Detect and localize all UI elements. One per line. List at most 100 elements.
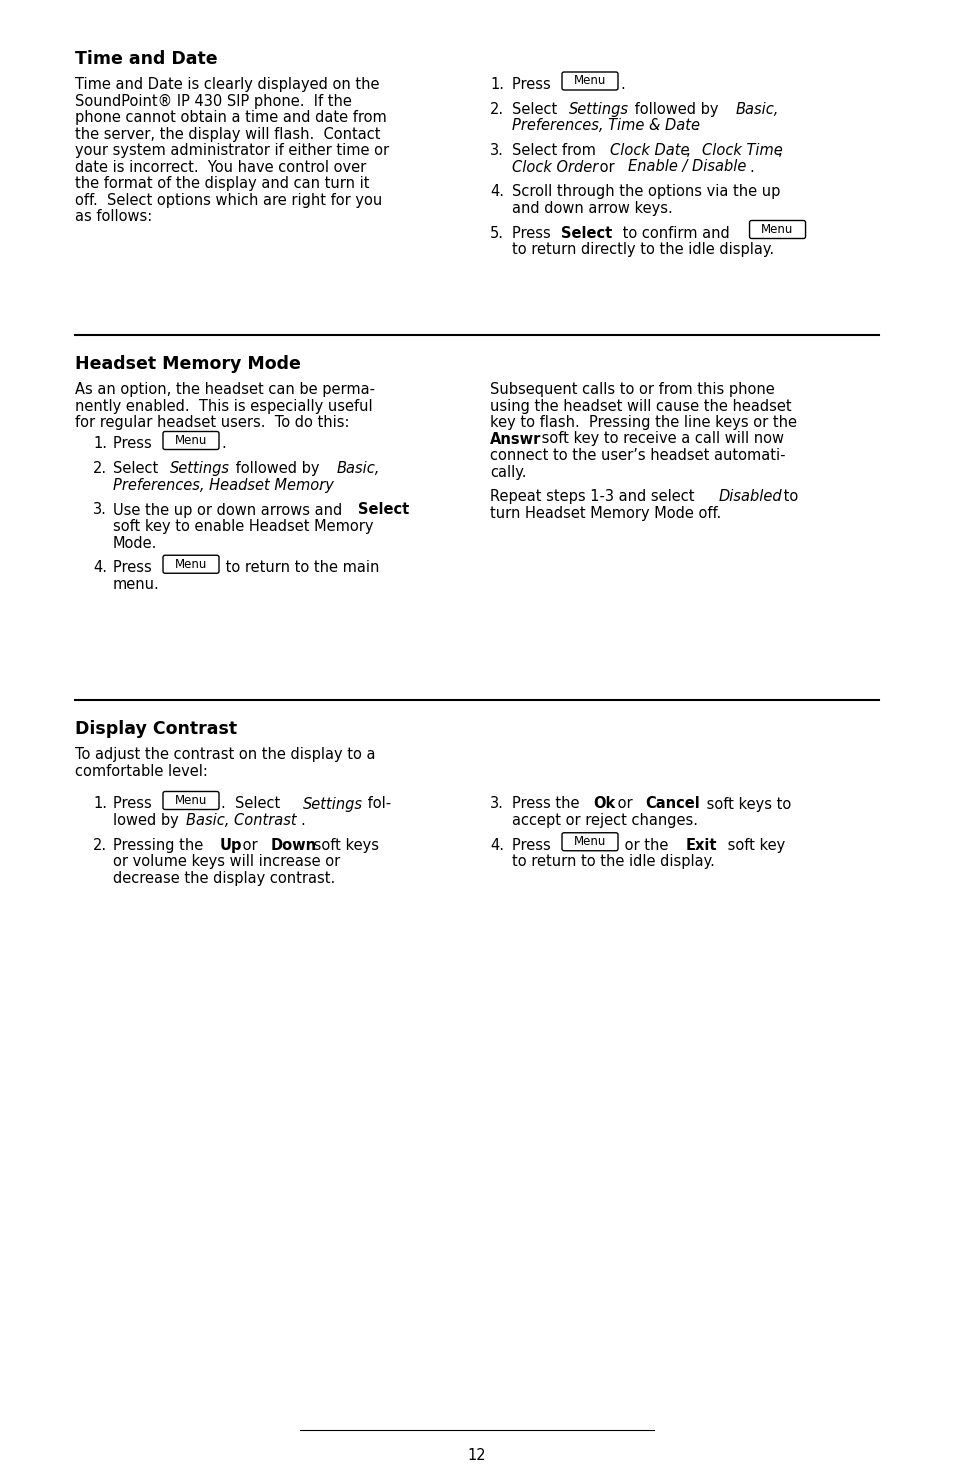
Text: 1.: 1. xyxy=(92,796,107,811)
Text: Settings: Settings xyxy=(302,796,362,811)
Text: the format of the display and can turn it: the format of the display and can turn i… xyxy=(75,176,369,190)
FancyBboxPatch shape xyxy=(749,220,804,239)
Text: soft key: soft key xyxy=(722,838,784,853)
Text: Up: Up xyxy=(219,838,241,853)
FancyBboxPatch shape xyxy=(561,72,618,90)
Text: the server, the display will flash.  Contact: the server, the display will flash. Cont… xyxy=(75,127,380,142)
Text: Basic,: Basic, xyxy=(735,102,779,117)
Text: SoundPoint® IP 430 SIP phone.  If the: SoundPoint® IP 430 SIP phone. If the xyxy=(75,93,352,109)
Text: Select: Select xyxy=(512,102,561,117)
Text: 12: 12 xyxy=(467,1448,486,1463)
Text: 2.: 2. xyxy=(92,462,107,476)
Text: or the: or the xyxy=(619,838,672,853)
FancyBboxPatch shape xyxy=(561,833,618,851)
Text: Select: Select xyxy=(357,503,409,518)
Text: Menu: Menu xyxy=(573,835,605,848)
Text: Time and Date is clearly displayed on the: Time and Date is clearly displayed on th… xyxy=(75,77,379,91)
Text: Clock Date: Clock Date xyxy=(609,143,689,158)
Text: .: . xyxy=(619,77,624,91)
Text: 2.: 2. xyxy=(490,102,503,117)
Text: lowed by: lowed by xyxy=(112,813,183,827)
Text: soft key to receive a call will now: soft key to receive a call will now xyxy=(537,432,783,447)
Text: Disabled: Disabled xyxy=(718,490,781,504)
Text: Scroll through the options via the up: Scroll through the options via the up xyxy=(512,184,780,199)
Text: Exit: Exit xyxy=(684,838,716,853)
Text: 3.: 3. xyxy=(92,503,107,518)
Text: .  Select: . Select xyxy=(221,796,285,811)
Text: your system administrator if either time or: your system administrator if either time… xyxy=(75,143,389,158)
Text: comfortable level:: comfortable level: xyxy=(75,764,208,779)
Text: Press the: Press the xyxy=(512,796,583,811)
Text: to return directly to the idle display.: to return directly to the idle display. xyxy=(512,242,773,257)
Text: soft keys: soft keys xyxy=(309,838,378,853)
Text: Time and Date: Time and Date xyxy=(75,50,217,68)
Text: Press: Press xyxy=(512,838,555,853)
Text: Select from: Select from xyxy=(512,143,599,158)
Text: Headset Memory Mode: Headset Memory Mode xyxy=(75,355,300,373)
Text: Press: Press xyxy=(112,560,156,575)
Text: soft keys to: soft keys to xyxy=(701,796,791,811)
Text: 3.: 3. xyxy=(490,143,503,158)
FancyBboxPatch shape xyxy=(163,432,219,450)
Text: off.  Select options which are right for you: off. Select options which are right for … xyxy=(75,193,382,208)
Text: to confirm and: to confirm and xyxy=(618,226,734,240)
Text: Preferences, Headset Memory: Preferences, Headset Memory xyxy=(112,478,334,493)
Text: or: or xyxy=(612,796,637,811)
Text: 2.: 2. xyxy=(92,838,107,853)
Text: Ok: Ok xyxy=(593,796,616,811)
Text: Pressing the: Pressing the xyxy=(112,838,208,853)
Text: phone cannot obtain a time and date from: phone cannot obtain a time and date from xyxy=(75,111,386,125)
Text: to: to xyxy=(779,490,798,504)
Text: Clock Time: Clock Time xyxy=(701,143,782,158)
Text: accept or reject changes.: accept or reject changes. xyxy=(512,813,698,827)
Text: .: . xyxy=(317,478,322,493)
Text: .: . xyxy=(300,813,305,827)
Text: or: or xyxy=(238,838,262,853)
Text: to return to the main: to return to the main xyxy=(221,560,379,575)
Text: turn Headset Memory Mode off.: turn Headset Memory Mode off. xyxy=(490,506,720,521)
Text: Display Contrast: Display Contrast xyxy=(75,720,237,738)
Text: 4.: 4. xyxy=(490,838,503,853)
Text: for regular headset users.  To do this:: for regular headset users. To do this: xyxy=(75,414,349,431)
Text: 5.: 5. xyxy=(490,226,503,240)
Text: .: . xyxy=(749,159,754,174)
Text: Press: Press xyxy=(512,226,555,240)
Text: using the headset will cause the headset: using the headset will cause the headset xyxy=(490,398,791,413)
Text: followed by: followed by xyxy=(231,462,324,476)
Text: ,: , xyxy=(685,143,695,158)
Text: Press: Press xyxy=(512,77,555,91)
Text: Cancel: Cancel xyxy=(644,796,700,811)
Text: followed by: followed by xyxy=(629,102,722,117)
Text: Menu: Menu xyxy=(174,434,207,447)
Text: fol-: fol- xyxy=(363,796,391,811)
Text: date is incorrect.  You have control over: date is incorrect. You have control over xyxy=(75,159,366,174)
Text: Select: Select xyxy=(112,462,163,476)
Text: Subsequent calls to or from this phone: Subsequent calls to or from this phone xyxy=(490,382,774,397)
Text: menu.: menu. xyxy=(112,577,159,591)
Text: to return to the idle display.: to return to the idle display. xyxy=(512,854,714,869)
Text: Settings: Settings xyxy=(569,102,629,117)
Text: 3.: 3. xyxy=(490,796,503,811)
Text: nently enabled.  This is especially useful: nently enabled. This is especially usefu… xyxy=(75,398,373,413)
Text: Basic,: Basic, xyxy=(336,462,380,476)
Text: Menu: Menu xyxy=(573,75,605,87)
Text: 4.: 4. xyxy=(490,184,503,199)
Text: .: . xyxy=(221,437,226,451)
Text: Enable / Disable: Enable / Disable xyxy=(627,159,745,174)
Text: or volume keys will increase or: or volume keys will increase or xyxy=(112,854,340,869)
Text: 1.: 1. xyxy=(490,77,503,91)
Text: Menu: Menu xyxy=(760,223,793,236)
Text: Answr: Answr xyxy=(490,432,540,447)
Text: key to flash.  Pressing the line keys or the: key to flash. Pressing the line keys or … xyxy=(490,414,796,431)
Text: .: . xyxy=(693,118,698,133)
Text: and down arrow keys.: and down arrow keys. xyxy=(512,201,672,215)
Text: Settings: Settings xyxy=(170,462,230,476)
Text: Menu: Menu xyxy=(174,794,207,807)
FancyBboxPatch shape xyxy=(163,555,219,574)
Text: Preferences, Time & Date: Preferences, Time & Date xyxy=(512,118,700,133)
Text: Use the up or down arrows and: Use the up or down arrows and xyxy=(112,503,347,518)
Text: Mode.: Mode. xyxy=(112,535,157,550)
Text: soft key to enable Headset Memory: soft key to enable Headset Memory xyxy=(112,519,374,534)
Text: Clock Order: Clock Order xyxy=(512,159,598,174)
Text: 4.: 4. xyxy=(92,560,107,575)
